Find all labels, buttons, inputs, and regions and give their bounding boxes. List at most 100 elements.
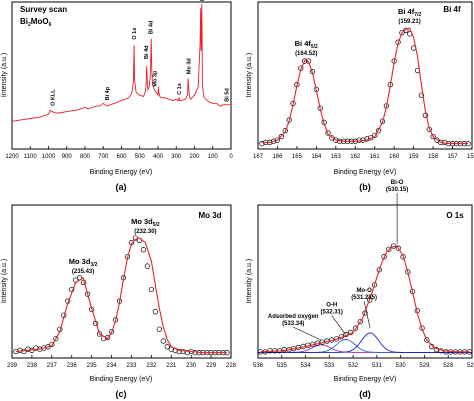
panel-a-spectrum-line — [11, 3, 231, 122]
panel-d-component-curve — [258, 338, 472, 353]
panel-c-peak-value: (232.30) — [134, 229, 156, 235]
panel-a-survey-scan: Survey scan Bi2MoO6 Intensity (a.u.) 120… — [1, 0, 233, 192]
panel-c-data-point — [85, 291, 91, 297]
panel-b-xlabel: Binding Energy (eV) — [334, 169, 397, 176]
panel-b-data-point — [278, 133, 284, 140]
panel-d-xtick-label: 533 — [324, 363, 335, 369]
panel-a-peak-annotation: C 1s — [177, 83, 183, 95]
panel-d-xtick-label: 535 — [277, 363, 288, 369]
panel-c-data-point — [156, 326, 162, 332]
panel-d-data-point — [357, 318, 363, 325]
panel-b-xtick-label: 167 — [253, 154, 264, 160]
panel-b-xtick-label: 158 — [428, 154, 439, 160]
panel-d-ylabel: Intensity (a.u.) — [246, 259, 253, 303]
panel-c-label: (c) — [116, 389, 127, 399]
panel-c-data-point — [160, 338, 166, 344]
panel-c-xticks: 239 238 237 236 235 234 233 232 231 230 229 228 — [7, 355, 237, 369]
panel-b-label: (b) — [359, 182, 371, 192]
panel-c-data-point — [184, 350, 190, 356]
panel-d-component-name: Bi-O — [391, 180, 404, 186]
panel-d-component-name: Adsorbed oxygen — [268, 314, 319, 320]
panel-d-xtick-label: 529 — [419, 363, 430, 369]
panel-b-ylabel: Intensity (a.u.) — [246, 53, 253, 97]
panel-d-xtick-label: 527 — [467, 363, 474, 369]
panel-b-data-point — [403, 27, 409, 34]
panel-b-data-point — [418, 92, 425, 98]
panel-a-xlabel: Binding Energy (eV) — [90, 169, 153, 176]
panel-b-corner-label: Bi 4f — [443, 5, 461, 14]
panel-d-label: (d) — [359, 389, 371, 399]
panel-c-data-point — [148, 286, 155, 293]
panel-a-peak-annotation: Bi 4d — [149, 21, 155, 34]
panel-c-xtick-label: 235 — [87, 363, 98, 369]
panel-a-peak-annotation: Bi 4d — [144, 46, 150, 59]
panel-c-peak-value: (235.43) — [72, 269, 94, 275]
panel-b-data-point — [325, 130, 331, 136]
panel-b-data-point — [270, 138, 277, 144]
panel-c-data-point — [49, 341, 55, 348]
panel-a-peak-annotation: Bi 4f — [200, 0, 206, 1]
panel-d-component-value: (533.34) — [282, 321, 304, 327]
panel-c-fit-line — [15, 237, 227, 354]
panel-c-corner-label: Mo 3d — [198, 211, 221, 220]
panel-c-data-point — [25, 346, 31, 352]
panel-a-series — [11, 3, 231, 122]
panel-d-fit — [260, 245, 470, 353]
panel-d-component-arrow — [363, 301, 371, 329]
panel-d-corner-label: O 1s — [446, 211, 464, 220]
panel-c-data-point — [152, 309, 158, 315]
panel-c-points — [13, 235, 230, 356]
panel-b-points — [259, 27, 471, 147]
panel-c-xtick-label: 230 — [186, 363, 197, 369]
panel-c-data-point — [33, 345, 39, 351]
panel-c-data-point — [108, 328, 115, 335]
panel-c-fit — [15, 237, 227, 354]
panel-c-frame — [11, 204, 232, 359]
panel-d-component-arrow — [293, 326, 322, 341]
panel-b-xtick-label: 157 — [448, 154, 459, 160]
panel-b-xtick-label: 160 — [389, 154, 400, 160]
panel-a-peak-annotation: Mo 3d — [187, 58, 193, 74]
panel-a-xtick-label: 800 — [80, 154, 91, 160]
panel-c-data-point — [41, 345, 47, 351]
panel-a-xtick-label: 0 — [229, 154, 233, 160]
panel-d-component-name: Mo-O — [356, 288, 372, 294]
panel-d-data-point — [443, 349, 449, 355]
panel-a-xtick-label: 1100 — [24, 154, 38, 160]
panel-c-xtick-label: 229 — [206, 363, 217, 369]
panel-a-annotations: O KLL Bi 4p O 1s Mo 3p Bi 4d Bi 4d C 1s Mo 3d Bi… — [51, 0, 231, 106]
panel-c-data-point — [53, 335, 59, 342]
panel-b-bi4f: Bi 4f Intensity (a.u.) 167 166 165 164 163 16… — [246, 1, 474, 192]
panel-c-ylabel: Intensity (a.u.) — [1, 259, 8, 303]
panel-a-xtick-label: 300 — [171, 154, 182, 160]
panel-b-frame — [257, 1, 473, 150]
panel-a-xtick-label: 900 — [62, 154, 73, 160]
panel-b-data-point — [372, 132, 378, 139]
panel-a-xtick-label: 500 — [135, 154, 146, 160]
panel-c-data-point — [140, 247, 147, 253]
panel-b-data-point — [430, 133, 436, 140]
panel-b-data-point — [356, 137, 362, 143]
panel-a-xtick-label: 600 — [116, 154, 127, 160]
panel-d-o1s: O 1s Intensity (a.u.) 536 535 534 533 532 531… — [246, 180, 474, 399]
panel-b-data-point — [274, 137, 281, 143]
panel-d-component-value: (532.31) — [321, 310, 343, 316]
panel-d-xtick-label: 536 — [253, 363, 264, 369]
panel-b-xtick-label: 164 — [311, 154, 322, 160]
panel-d-data-point — [424, 337, 430, 343]
panel-d-data-point — [352, 325, 359, 331]
panel-a-xtick-label: 100 — [208, 154, 219, 160]
panel-b-xtick-label: 161 — [370, 154, 381, 160]
panel-a-xtick-label: 400 — [153, 154, 164, 160]
panel-c-data-point — [180, 348, 186, 355]
panel-a-xtick-label: 1200 — [5, 154, 19, 160]
panel-d-xtick-label: 530 — [396, 363, 407, 369]
panel-a-peak-annotation: Mo 3p — [152, 70, 158, 87]
panel-c-xtick-label: 234 — [107, 363, 118, 369]
panel-a-ylabel: Intensity (a.u.) — [1, 53, 8, 97]
panel-b-xtick-label: 156 — [467, 154, 474, 160]
panel-d-component-name: O-H — [326, 303, 337, 309]
panel-b-data-point — [259, 140, 265, 147]
panel-b-data-point — [399, 30, 405, 36]
